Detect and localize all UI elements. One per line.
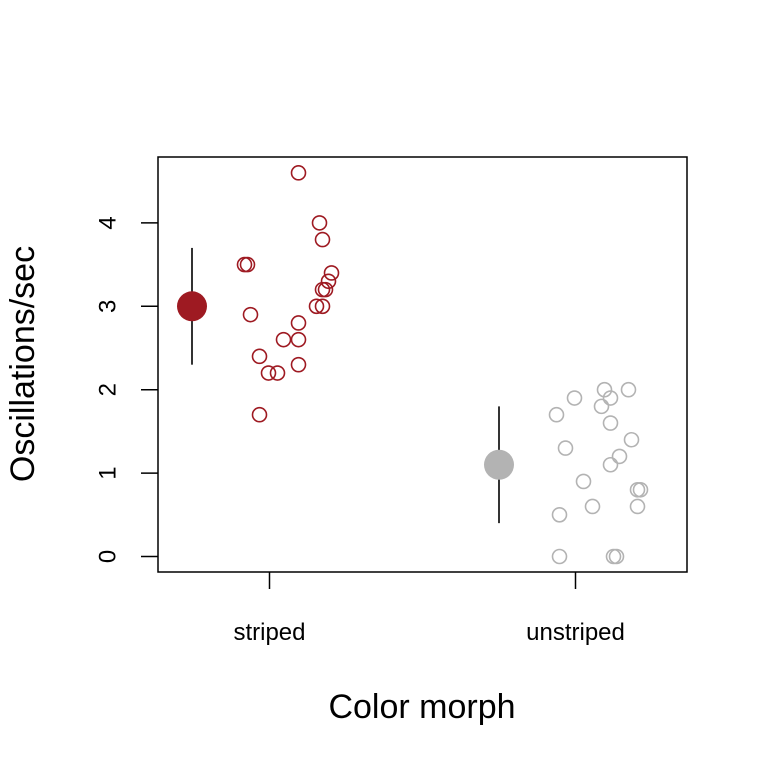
data-point	[314, 231, 331, 248]
data-point	[557, 440, 574, 456]
x-axis-title: Color morph	[328, 688, 515, 726]
y-axis: 0 1 2 3 4	[94, 216, 158, 563]
data-point	[611, 448, 628, 465]
y-tick-label: 4	[94, 216, 121, 229]
data-point	[290, 356, 307, 373]
data-point	[320, 273, 337, 290]
data-point	[323, 265, 340, 281]
data-point	[593, 398, 610, 415]
y-axis-title: Oscillations/sec	[4, 246, 42, 482]
data-point	[623, 431, 640, 448]
data-point	[602, 415, 619, 431]
data-point	[311, 215, 328, 231]
data-point	[251, 348, 268, 365]
x-tick-label: striped	[233, 619, 305, 646]
data-point	[548, 406, 565, 423]
y-tick-label: 3	[94, 300, 121, 313]
data-point	[308, 298, 325, 315]
data-point	[260, 365, 277, 381]
data-point	[629, 481, 646, 498]
data-point	[239, 256, 256, 273]
y-tick-label: 1	[94, 466, 121, 479]
data-point	[620, 381, 637, 398]
data-point	[314, 298, 331, 315]
data-point	[602, 390, 619, 406]
x-tick-label: unstriped	[526, 619, 625, 646]
data-point	[290, 315, 307, 331]
y-tick-label: 2	[94, 383, 121, 396]
data-point	[566, 390, 583, 406]
points-layer	[236, 165, 649, 565]
data-point	[602, 456, 619, 473]
data-point	[551, 506, 568, 523]
data-point	[275, 331, 292, 348]
data-point	[290, 165, 307, 181]
plot-frame	[157, 156, 688, 573]
data-point	[629, 498, 646, 515]
data-point	[596, 381, 613, 398]
data-point	[290, 331, 307, 348]
data-point	[584, 498, 601, 515]
data-point	[269, 365, 286, 381]
y-tick-label: 0	[94, 550, 121, 563]
data-point	[317, 281, 334, 298]
mean-marker	[484, 449, 514, 480]
means-layer	[177, 247, 514, 524]
mean-marker	[177, 291, 207, 322]
x-axis: striped unstriped	[233, 572, 625, 646]
data-point	[575, 473, 592, 490]
data-point	[251, 406, 268, 423]
data-point	[242, 306, 259, 323]
data-point	[608, 548, 625, 565]
data-point	[551, 548, 568, 565]
